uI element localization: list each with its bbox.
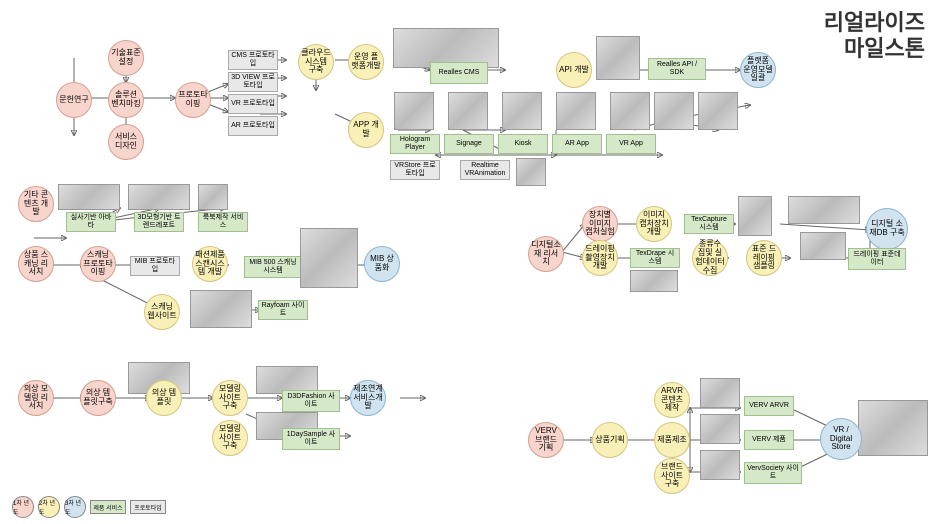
img-vrapp2 (654, 92, 694, 130)
img-api (596, 36, 640, 80)
node-verv-brand: VERV 브랜드 기획 (528, 422, 564, 458)
node-1daysample: 1DaySample 사이트 (282, 428, 340, 450)
node-ops-platform: 운영 플랫폼개발 (348, 44, 384, 80)
legend-year3: 3차 년도 (64, 496, 86, 518)
node-realles-cms: Realles CMS (430, 62, 488, 84)
node-avatar: 실사기반 아바타 (66, 212, 116, 232)
node-vervsociety: VervSociety 사이트 (744, 462, 802, 484)
node-modeling-site1: 모델링 사이트 구축 (212, 380, 248, 416)
node-digital-db: 디지털 소재DB 구축 (866, 208, 908, 250)
node-mfg-service: 제조연계 서비스개발 (350, 380, 386, 416)
node-brand-site: 브랜드 사이트 구축 (654, 458, 690, 494)
node-texdrape: TexDrape 시스템 (630, 248, 680, 268)
node-d3dfashion: D3DFashion 사이트 (282, 390, 340, 412)
node-mib-proto: MIB 프로토타입 (130, 256, 180, 276)
node-literature: 문헌연구 (56, 82, 92, 118)
node-solution-bench: 솔루션 벤치마킹 (108, 82, 144, 118)
node-std-sampling: 표준 드레이핑 샘플링 (746, 240, 782, 276)
node-mib-product: MIB 상품화 (364, 246, 400, 282)
node-verv-arvr: VERV ARVR (744, 396, 794, 416)
node-signage: Signage (444, 134, 494, 154)
node-3dview-proto: 3D VIEW 프로토타입 (228, 72, 278, 92)
node-drape-data: 드레이핑 표준데이터 (848, 248, 906, 270)
node-device-capture: 장치별 이미지 캡처실험 (582, 206, 618, 242)
img-hologram (394, 92, 434, 130)
legend-year1: 1차 년도 (12, 496, 34, 518)
node-lookbook: 룩북제작 서비스 (198, 212, 248, 232)
node-drape-dev: 드레이핑 촬영장치 개발 (582, 240, 618, 276)
img-lookbook (198, 184, 228, 210)
node-scan-research: 상품 스캐닝 리서치 (18, 246, 54, 282)
node-capture-dev: 이미지 캡처장치 개발 (636, 206, 672, 242)
img-kiosk (502, 92, 542, 130)
img-vrapp1 (610, 92, 650, 130)
legend-product: 제품 서비스 (90, 500, 126, 514)
img-texdrape (630, 270, 678, 292)
img-materials (788, 196, 860, 224)
img-drape-std (800, 232, 846, 260)
node-material-research: 디지털소재 리서치 (528, 236, 564, 272)
node-modeling-site2: 모델링 사이트 구축 (212, 420, 248, 456)
img-signage (448, 92, 488, 130)
node-mib500: MIB 500 스캐닝시스템 (244, 256, 302, 278)
img-trend (128, 184, 190, 210)
node-verv-product: VERV 제품 (744, 430, 794, 450)
node-vr-store: VR / Digital Store (820, 418, 862, 460)
legend-prototype: 프로토타입 (130, 500, 166, 514)
node-scan-website: 스캐닝 웹사이트 (144, 294, 180, 330)
img-vrstore-big (858, 400, 928, 456)
node-template-build: 의상 템플릿구축 (80, 380, 116, 416)
legend-year2: 2차 년도 (38, 496, 60, 518)
node-realles-api: Realles API / SDK (648, 58, 706, 80)
img-mib500 (300, 228, 358, 288)
node-cloud-system: 클라우드 시스템 구축 (298, 44, 334, 80)
node-arvr-content: ARVR 콘텐츠 제작 (654, 382, 690, 418)
node-vrapp: VR App (606, 134, 656, 154)
node-modeling-research: 의상 모델링 리서치 (18, 380, 54, 416)
node-service-design: 서비스 디자인 (108, 124, 144, 160)
node-vr-proto: VR 프로토타입 (228, 94, 278, 114)
img-vervsociety (700, 450, 740, 480)
node-cms-proto: CMS 프로토타입 (228, 50, 278, 70)
node-other-content: 기타 콘텐츠 개발 (18, 186, 54, 222)
node-fashion-scan: 패션제품 스캔시스템 개발 (192, 246, 228, 282)
node-template: 의상 템플릿 (146, 380, 182, 416)
img-vrapp3 (698, 92, 738, 130)
img-avatar (58, 184, 120, 210)
title-line1: 리얼라이즈 (824, 10, 925, 36)
img-verv-prod (700, 414, 740, 444)
img-verv-arvr (700, 378, 740, 408)
node-rayfoam: Rayfoam 사이트 (258, 300, 308, 320)
img-rayfoam (190, 290, 252, 328)
node-prototyping: 프로토타이핑 (175, 82, 211, 118)
node-product-mfg: 제품제조 (654, 422, 690, 458)
node-scan-proto: 스캐닝 프로토타이핑 (80, 246, 116, 282)
node-ar-proto: AR 프로토타입 (228, 116, 278, 136)
node-api-dev: API 개발 (556, 52, 592, 88)
node-vrstore-proto: VRStore 프로토타입 (390, 160, 440, 180)
node-realtime-vranim: Realtime VRAnimation (460, 160, 510, 180)
node-platform-ops: 플랫폼 운영모델 일괄 (740, 52, 776, 88)
node-texcapture: TexCapture 시스템 (684, 214, 734, 234)
node-kiosk: Kiosk (498, 134, 548, 154)
img-vranim (516, 158, 546, 186)
node-app-dev: APP 개발 (348, 112, 384, 148)
node-product-plan: 상품기획 (592, 422, 628, 458)
legend: 1차 년도 2차 년도 3차 년도 제품 서비스 프로토타입 (12, 496, 166, 518)
node-arapp: AR App (552, 134, 602, 154)
node-hologram: Hologram Player (390, 134, 440, 154)
node-sample-collect: 종류수 집및 실험데이터 수집 (692, 240, 728, 276)
img-arapp (556, 92, 596, 130)
diagram-title: 리얼라이즈 마일스톤 (824, 10, 925, 63)
node-tech-standard: 기술표준 설정 (108, 40, 144, 76)
node-trend-report: 3D모형기반 트렌드레포트 (134, 212, 184, 232)
title-line2: 마일스톤 (824, 36, 925, 62)
img-texcapture (738, 196, 772, 236)
